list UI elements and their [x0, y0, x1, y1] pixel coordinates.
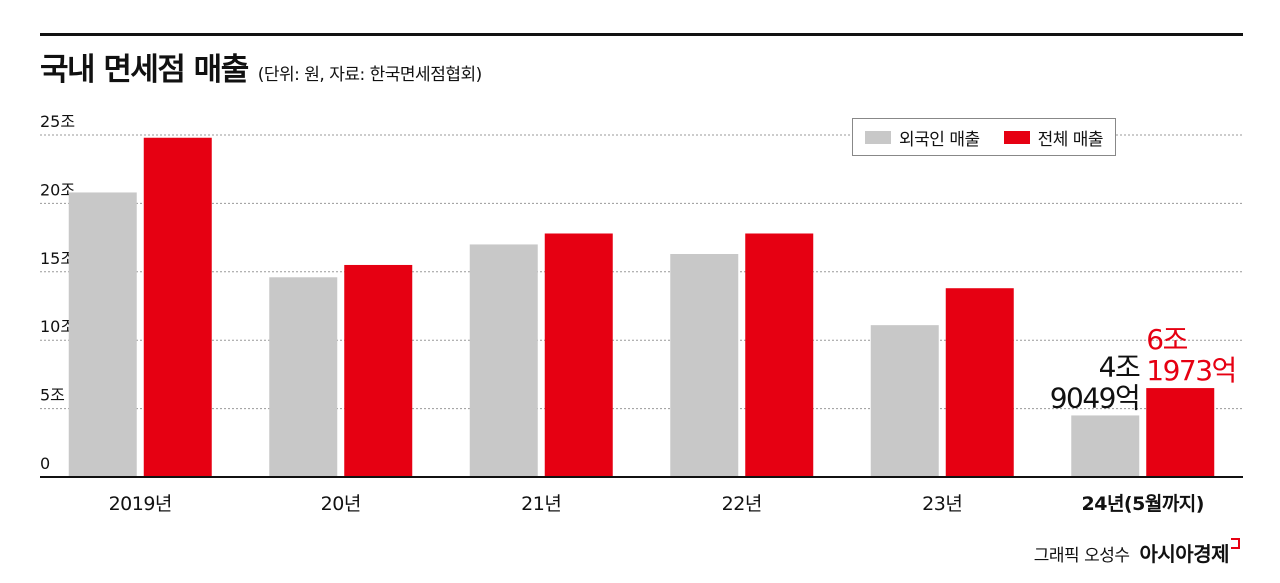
legend-label-total: 전체 매출 [1037, 129, 1104, 150]
data-label: 9049억 [1050, 381, 1140, 414]
bar-foreign [469, 244, 538, 477]
legend-swatch-total [1003, 130, 1030, 144]
y-tick-label: 20조 [40, 180, 75, 199]
title-row: 국내 면세점 매출 (단위: 원, 자료: 한국면세점협회) [40, 44, 482, 89]
graphic-credit: 그래픽 오성수 [1033, 546, 1130, 566]
x-category-label: 21년 [521, 493, 561, 515]
x-category-label: 24년(5월까지) [1082, 493, 1204, 515]
x-category-label: 22년 [722, 493, 762, 515]
y-tick-label: 0 [40, 454, 50, 473]
bar-total [945, 288, 1014, 477]
y-tick-label: 10조 [40, 317, 75, 336]
x-category-label: 23년 [922, 493, 962, 515]
bar-total [143, 137, 212, 477]
data-label: 1973억 [1146, 354, 1236, 387]
bar-foreign [670, 254, 739, 477]
y-tick-label: 5조 [40, 386, 65, 405]
legend-item-total: 전체 매출 [1003, 125, 1104, 150]
bar-foreign [1071, 415, 1140, 477]
x-category-label: 20년 [321, 493, 361, 515]
brand-logo: 아시아경제 [1139, 542, 1230, 566]
y-tick-label: 25조 [40, 112, 75, 131]
legend-label-foreign: 외국인 매출 [899, 129, 980, 150]
bar-foreign [68, 192, 137, 477]
bar-total [1146, 388, 1215, 477]
chart-subtitle: (단위: 원, 자료: 한국면세점협회) [257, 65, 483, 85]
data-label: 6조 [1146, 323, 1187, 356]
x-category-label: 2019년 [109, 493, 172, 515]
bar-total [344, 264, 413, 477]
legend-item-foreign: 외국인 매출 [865, 125, 980, 150]
bar-total [745, 233, 814, 477]
legend-swatch-foreign [865, 130, 891, 144]
y-tick-label: 15조 [40, 249, 75, 268]
brand-mark-icon [1231, 538, 1240, 549]
bar-foreign [870, 325, 939, 477]
top-rule [40, 33, 1243, 36]
credit: 그래픽 오성수 아시아경제 [1034, 538, 1240, 567]
data-label: 4조 [1099, 350, 1140, 383]
chart-title: 국내 면세점 매출 [40, 52, 249, 88]
legend: 외국인 매출 전체 매출 [852, 118, 1117, 156]
bar-total [544, 233, 613, 477]
bar-foreign [269, 277, 338, 477]
